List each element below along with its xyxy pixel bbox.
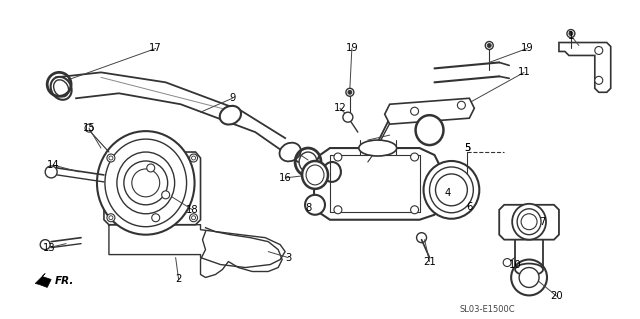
Polygon shape xyxy=(104,152,200,225)
Text: 19: 19 xyxy=(346,43,358,54)
Text: 6: 6 xyxy=(466,202,472,212)
Text: 2: 2 xyxy=(175,274,182,285)
Ellipse shape xyxy=(359,140,397,156)
Ellipse shape xyxy=(517,209,541,235)
Text: 8: 8 xyxy=(305,203,311,213)
Text: 1: 1 xyxy=(568,31,574,41)
Circle shape xyxy=(458,101,465,109)
Ellipse shape xyxy=(515,263,543,276)
Ellipse shape xyxy=(512,204,546,240)
Circle shape xyxy=(567,30,575,38)
Circle shape xyxy=(595,76,603,84)
Polygon shape xyxy=(499,205,559,240)
Polygon shape xyxy=(385,98,474,124)
Text: 15: 15 xyxy=(83,123,95,133)
Ellipse shape xyxy=(302,161,328,189)
Circle shape xyxy=(45,166,57,178)
Text: SL03-E1500C: SL03-E1500C xyxy=(460,305,515,314)
Ellipse shape xyxy=(305,195,325,215)
Polygon shape xyxy=(314,148,440,220)
Circle shape xyxy=(124,161,168,205)
Text: 11: 11 xyxy=(518,67,531,78)
Circle shape xyxy=(569,32,573,35)
Text: 10: 10 xyxy=(509,260,522,270)
Text: FR.: FR. xyxy=(55,277,74,286)
Ellipse shape xyxy=(117,152,175,214)
Text: 5: 5 xyxy=(464,143,470,153)
Text: 16: 16 xyxy=(279,173,292,183)
Circle shape xyxy=(487,43,492,48)
Circle shape xyxy=(107,154,115,162)
Circle shape xyxy=(147,164,155,172)
Circle shape xyxy=(346,88,354,96)
Circle shape xyxy=(189,154,198,162)
Ellipse shape xyxy=(424,161,479,219)
Ellipse shape xyxy=(429,167,474,213)
Circle shape xyxy=(162,191,170,199)
Circle shape xyxy=(334,206,342,214)
Circle shape xyxy=(521,214,537,230)
Text: 14: 14 xyxy=(47,160,60,170)
Text: 20: 20 xyxy=(550,291,563,301)
Text: 19: 19 xyxy=(521,43,534,54)
Circle shape xyxy=(411,107,419,115)
Text: 18: 18 xyxy=(186,205,199,215)
Circle shape xyxy=(435,174,467,206)
Text: 21: 21 xyxy=(423,256,436,267)
Ellipse shape xyxy=(280,143,301,161)
Text: 17: 17 xyxy=(149,43,162,54)
Text: 7: 7 xyxy=(539,217,545,227)
Circle shape xyxy=(152,214,160,222)
Circle shape xyxy=(485,41,493,49)
Circle shape xyxy=(107,214,115,222)
Circle shape xyxy=(343,112,353,122)
Circle shape xyxy=(511,260,547,295)
Circle shape xyxy=(411,153,419,161)
Ellipse shape xyxy=(415,115,444,145)
Circle shape xyxy=(40,240,50,249)
Circle shape xyxy=(348,90,352,94)
Polygon shape xyxy=(559,42,611,92)
Text: 4: 4 xyxy=(444,188,451,198)
Ellipse shape xyxy=(51,77,72,100)
Circle shape xyxy=(519,268,539,287)
Text: 5: 5 xyxy=(464,143,470,153)
Text: 13: 13 xyxy=(43,243,56,253)
Circle shape xyxy=(189,214,198,222)
Text: 3: 3 xyxy=(285,253,291,263)
Ellipse shape xyxy=(97,131,195,235)
Polygon shape xyxy=(35,273,51,287)
Text: 12: 12 xyxy=(333,103,346,113)
Circle shape xyxy=(595,47,603,55)
Circle shape xyxy=(411,206,419,214)
Circle shape xyxy=(503,259,511,267)
Text: 9: 9 xyxy=(229,93,236,103)
Circle shape xyxy=(334,153,342,161)
Ellipse shape xyxy=(220,106,241,124)
